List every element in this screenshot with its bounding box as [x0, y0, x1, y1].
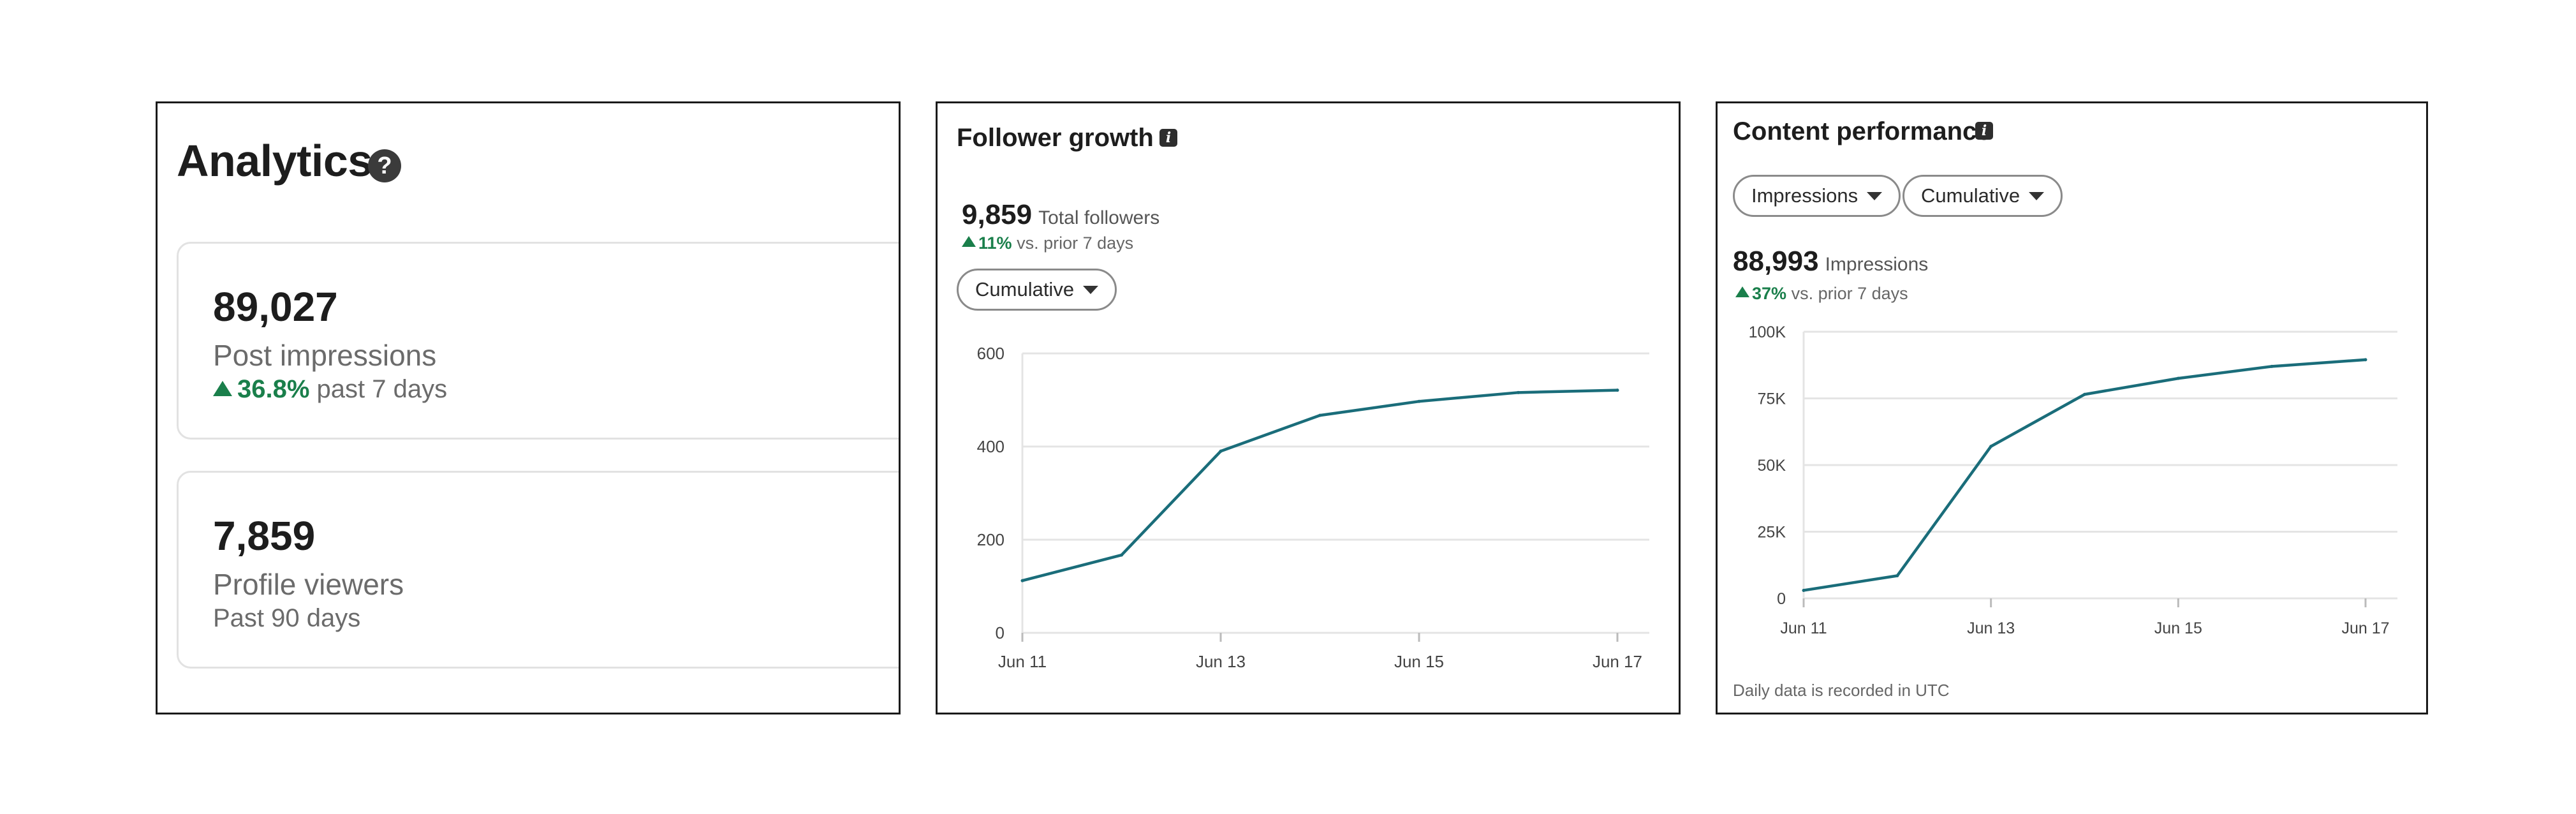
- utc-footnote: Daily data is recorded in UTC: [1733, 681, 1950, 700]
- follower-chart-x-tick-label: Jun 15: [1394, 652, 1444, 671]
- content-chart-y-tick-label: 0: [1777, 590, 1786, 608]
- follower-chart-data-point: [1616, 389, 1619, 392]
- post-impressions-change: 36.8% past 7 days: [213, 375, 447, 404]
- content-performance-title: Content performance: [1733, 117, 1991, 145]
- profile-viewers-value: 7,859: [213, 513, 316, 559]
- follower-chart-data-point: [1020, 579, 1024, 582]
- trend-up-icon: [1735, 286, 1749, 297]
- profile-viewers-card[interactable]: 7,859 Profile viewers Past 90 days: [177, 471, 899, 669]
- chevron-down-icon: [1867, 192, 1883, 200]
- content-chart-x-tick-label: Jun 13: [1967, 619, 2015, 637]
- total-followers: 9,859 Total followers: [962, 199, 1159, 231]
- total-impressions: 88,993 Impressions: [1733, 246, 1928, 278]
- profile-viewers-label: Profile viewers: [213, 568, 404, 601]
- follower-chart-data-point: [1517, 390, 1520, 394]
- content-chart-data-point: [1989, 445, 1993, 448]
- content-chart-x-tick-label: Jun 11: [1780, 619, 1827, 637]
- post-impressions-label: Post impressions: [213, 339, 437, 372]
- follower-chart-series-line: [1020, 389, 1619, 582]
- post-impressions-value: 89,027: [213, 284, 338, 330]
- follower-growth-chart: 0 200 400 600 Jun 11 Jun 13 Jun 15 Jun 17: [977, 344, 1649, 671]
- metric-dropdown[interactable]: Impressions: [1733, 175, 1901, 217]
- info-icon[interactable]: i: [1975, 122, 1993, 140]
- content-performance-chart: 0 25K 50K 75K 100K Jun 11 Jun 13 Jun 15 Jun 17: [1749, 323, 2397, 637]
- trend-up-icon: [213, 381, 232, 396]
- profile-viewers-period: Past 90 days: [213, 604, 361, 632]
- follower-chart-x-tick-label: Jun 17: [1593, 652, 1642, 671]
- content-chart-data-point: [2176, 376, 2180, 380]
- chevron-down-icon: [1083, 286, 1099, 294]
- analytics-panel: Analytics ? 89,027 Post impressions 36.8…: [156, 101, 901, 714]
- mode-dropdown[interactable]: Cumulative: [1903, 175, 2063, 217]
- follower-chart-y-tick-label: 0: [996, 623, 1005, 642]
- trend-up-icon: [962, 236, 976, 247]
- content-chart-data-point: [1802, 588, 1806, 592]
- chevron-down-icon: [2029, 192, 2045, 200]
- impressions-delta-label: vs. prior 7 days: [1791, 284, 1908, 303]
- metric-dropdown-label: Impressions: [1751, 184, 1858, 207]
- follower-growth-title: Follower growth: [957, 124, 1154, 152]
- content-chart-x-tick-label: Jun 17: [2341, 619, 2389, 637]
- content-performance-panel: Content performance i Impressions Cumula…: [1716, 101, 2428, 714]
- total-followers-label: Total followers: [1038, 207, 1160, 228]
- mode-dropdown-label: Cumulative: [1921, 184, 2020, 207]
- content-chart-data-point: [2083, 392, 2086, 396]
- page-title: Analytics: [177, 136, 372, 186]
- cumulative-dropdown-label: Cumulative: [975, 278, 1075, 300]
- follower-chart-y-tick-label: 600: [977, 344, 1005, 363]
- follower-chart-x-tick-label: Jun 11: [998, 652, 1047, 671]
- content-chart-y-tick-label: 25K: [1758, 523, 1786, 541]
- question-circle-icon[interactable]: ?: [368, 149, 401, 182]
- total-impressions-value: 88,993: [1733, 246, 1819, 277]
- content-chart-x-tick-label: Jun 15: [2154, 619, 2202, 637]
- follower-chart-data-point: [1219, 449, 1223, 453]
- content-chart-data-point: [1895, 574, 1899, 577]
- total-followers-value: 9,859: [962, 199, 1033, 230]
- content-chart-y-tick-label: 75K: [1758, 390, 1786, 408]
- follower-growth-panel: Follower growth i 9,859 Total followers 1…: [936, 101, 1681, 714]
- content-chart-data-point: [2364, 358, 2367, 362]
- content-chart-y-tick-label: 50K: [1758, 457, 1786, 475]
- follower-chart-x-tick-label: Jun 13: [1196, 652, 1246, 671]
- post-impressions-delta: 36.8%: [237, 375, 310, 403]
- followers-change: 11% vs. prior 7 days: [962, 233, 1133, 253]
- follower-chart-data-point: [1120, 553, 1123, 557]
- content-chart-data-point: [2270, 364, 2274, 368]
- follower-chart-y-tick-label: 400: [977, 437, 1005, 456]
- info-icon[interactable]: i: [1159, 129, 1177, 147]
- follower-chart-data-point: [1318, 413, 1321, 417]
- post-impressions-card[interactable]: 89,027 Post impressions 36.8% past 7 day…: [177, 242, 899, 440]
- impressions-change: 37% vs. prior 7 days: [1735, 284, 1908, 304]
- follower-chart-data-point: [1417, 399, 1421, 403]
- followers-delta-label: vs. prior 7 days: [1017, 233, 1134, 253]
- post-impressions-period: past 7 days: [316, 375, 448, 403]
- content-chart-y-tick-label: 100K: [1749, 323, 1786, 341]
- followers-delta: 11%: [978, 233, 1012, 253]
- cumulative-dropdown[interactable]: Cumulative: [957, 269, 1117, 311]
- total-impressions-label: Impressions: [1825, 254, 1929, 275]
- follower-chart-y-tick-label: 200: [977, 530, 1005, 549]
- impressions-delta: 37%: [1752, 284, 1787, 303]
